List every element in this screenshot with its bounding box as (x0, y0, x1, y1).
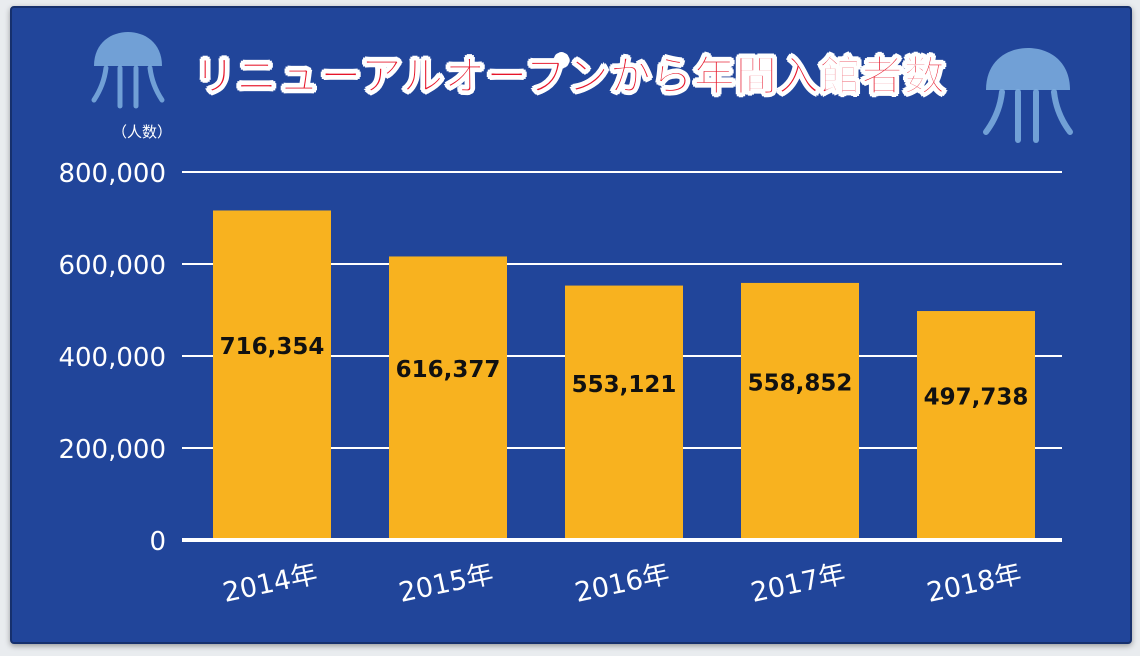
bar (917, 311, 1035, 540)
bar (565, 285, 683, 540)
x-tick-label: 2017年 (748, 559, 848, 609)
bar-value-labels: 716,354 616,377 553,121 558,852 497,738 (220, 334, 1029, 410)
x-tick-label: 2016年 (572, 559, 672, 609)
x-tick-label: 2014年 (220, 559, 320, 609)
jellyfish-icon (983, 48, 1073, 143)
y-axis-ticks: 0 200,000 400,000 600,000 800,000 (58, 159, 166, 557)
jellyfish-icon (91, 32, 165, 109)
bar-value-label: 497,738 (924, 385, 1029, 411)
bar-value-label: 616,377 (396, 357, 501, 383)
x-axis-ticks: 2014年 2015年 2016年 2017年 2018年 (220, 559, 1024, 609)
y-axis-unit-label: （人数） (112, 123, 173, 141)
y-tick-label: 0 (149, 527, 166, 557)
chart-title: リニューアルオープンから年間入館者数 (194, 52, 946, 100)
y-tick-label: 200,000 (58, 435, 166, 465)
x-tick-label: 2015年 (396, 559, 496, 609)
y-tick-label: 400,000 (58, 343, 166, 373)
x-tick-label: 2018年 (924, 559, 1024, 609)
bar-value-label: 716,354 (220, 334, 325, 360)
bar (213, 210, 331, 540)
bar (741, 282, 859, 540)
bar-value-label: 553,121 (572, 372, 677, 398)
y-tick-label: 600,000 (58, 251, 166, 281)
bar (389, 256, 507, 540)
y-tick-label: 800,000 (58, 159, 166, 189)
bars (213, 210, 1035, 540)
bar-value-label: 558,852 (748, 370, 853, 396)
